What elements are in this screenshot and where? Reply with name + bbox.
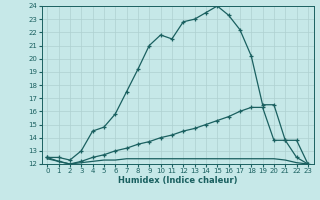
X-axis label: Humidex (Indice chaleur): Humidex (Indice chaleur) bbox=[118, 176, 237, 185]
